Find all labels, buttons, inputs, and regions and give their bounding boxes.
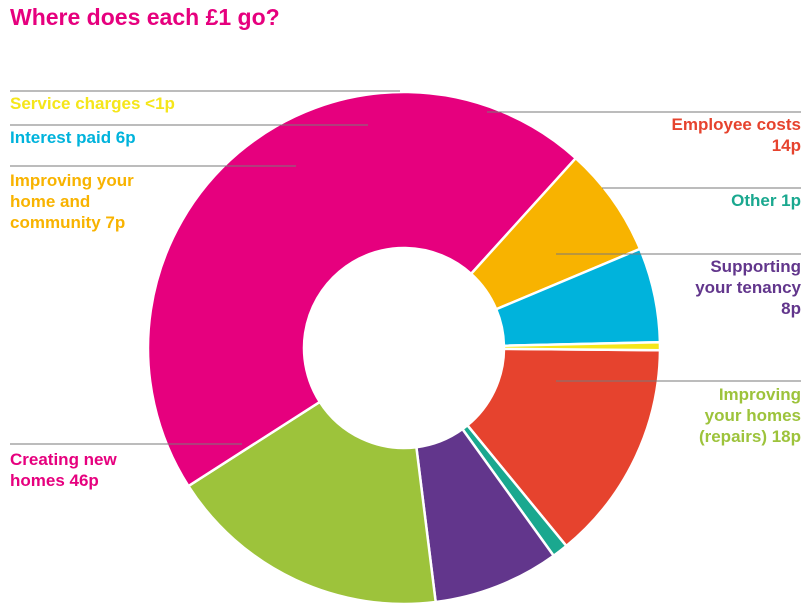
slice-label-improving-your: Improving your home and community 7p: [10, 170, 134, 233]
slice-label-line: Service charges <1p: [10, 94, 175, 113]
slice-label-line: community 7p: [10, 213, 126, 232]
slice-label-line: Supporting: [710, 257, 801, 276]
slice-label-line: home and: [10, 192, 91, 211]
slice-label-line: Improving: [718, 385, 801, 404]
slice-label-line: 8p: [781, 299, 801, 318]
slice-label-employee-costs: Employee costs 14p: [672, 114, 801, 156]
slice-label-line: homes 46p: [10, 471, 99, 490]
slice-improving: [187, 400, 437, 606]
slice-label-service-charges-1p: Service charges <1p: [10, 93, 175, 114]
slice-label-line: Improving your: [10, 171, 134, 190]
slice-label-improving: Improving your homes (repairs) 18p: [699, 384, 801, 447]
chart-title: Where does each £1 go?: [10, 4, 280, 30]
slice-label-line: Other 1p: [731, 191, 801, 210]
slice-creating-new: [146, 90, 578, 488]
slice-label-line: Interest paid 6p: [10, 128, 136, 147]
slice-label-line: (repairs) 18p: [698, 427, 801, 446]
slice-label-line: your homes: [704, 406, 801, 425]
slice-label-line: Creating new: [10, 450, 117, 469]
slice-label-other-1p: Other 1p: [731, 190, 801, 211]
slice-label-creating-new: Creating new homes 46p: [10, 449, 117, 491]
slice-label-line: Employee costs: [671, 115, 801, 134]
slice-employee-costs: [466, 347, 662, 548]
slice-label-line: your tenancy: [695, 278, 801, 297]
slice-label-supporting: Supporting your tenancy 8p: [695, 256, 801, 319]
slice-service-charges-1p: [502, 340, 662, 352]
slice-label-interest-paid-6p: Interest paid 6p: [10, 127, 136, 148]
slice-label-line: 14p: [771, 136, 801, 155]
